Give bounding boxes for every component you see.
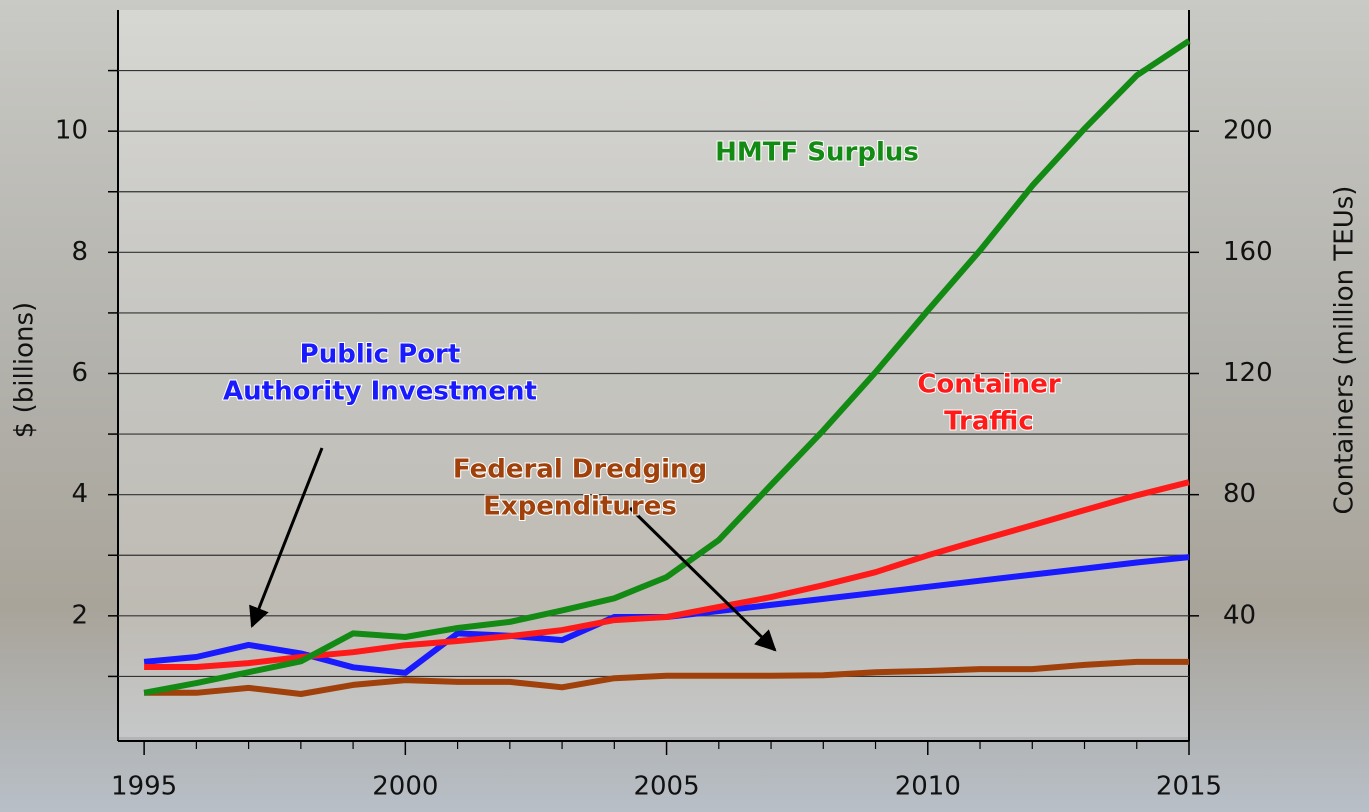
y2-tick-label: 160 — [1223, 237, 1273, 267]
y-tick-label: 8 — [71, 237, 88, 267]
y2-axis-title: Containers (million TEUs) — [1330, 186, 1360, 515]
x-tick-label: 2005 — [633, 772, 699, 802]
x-tick-label: 2015 — [1156, 772, 1222, 802]
y2-tick-label: 40 — [1223, 600, 1256, 630]
annotation: Authority Investment — [223, 377, 537, 407]
annotation: Federal Dredging — [453, 455, 707, 485]
y2-tick-label: 200 — [1223, 116, 1273, 146]
annotation: Container — [917, 370, 1060, 400]
page: 246810408012016020019952000200520102015 … — [0, 0, 1369, 812]
annotation: HMTF Surplus — [715, 138, 919, 168]
y2-tick-label: 120 — [1223, 358, 1273, 388]
y-tick-label: 4 — [71, 479, 88, 509]
y-tick-label: 10 — [55, 116, 88, 146]
annotation: Traffic — [944, 407, 1034, 437]
y2-tick-label: 80 — [1223, 479, 1256, 509]
y-tick-label: 2 — [71, 600, 88, 630]
y-axis-title: $ (billions) — [10, 302, 40, 438]
x-tick-label: 2010 — [895, 772, 961, 802]
y-tick-label: 6 — [71, 358, 88, 388]
x-tick-label: 1995 — [111, 772, 177, 802]
x-tick-label: 2000 — [372, 772, 438, 802]
chart: 246810408012016020019952000200520102015 … — [0, 0, 1369, 812]
annotation: Public Port — [300, 340, 461, 370]
annotation: Expenditures — [483, 492, 677, 522]
